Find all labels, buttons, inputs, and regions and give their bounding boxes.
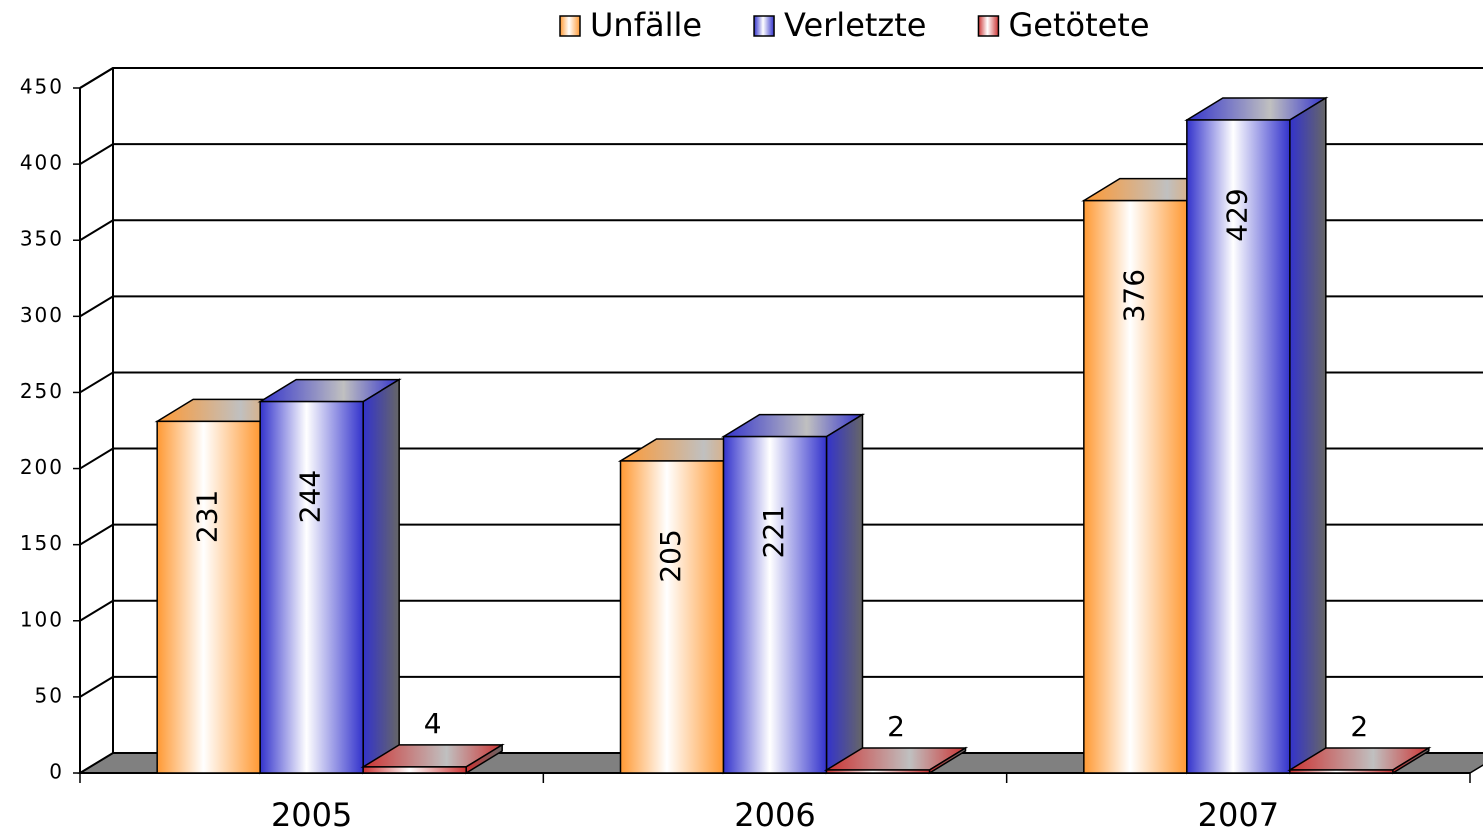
bar — [722, 435, 828, 774]
value-label: 2 — [887, 710, 905, 743]
y-tick-label: 250 — [20, 379, 64, 403]
legend-swatch — [559, 15, 581, 37]
value-label: 231 — [191, 490, 224, 543]
value-label: 221 — [757, 505, 790, 558]
y-tick-label: 400 — [20, 151, 64, 175]
bar — [1186, 119, 1291, 774]
bar-side — [825, 413, 864, 775]
value-label: 376 — [1117, 269, 1150, 322]
value-label: 429 — [1220, 188, 1253, 241]
legend-label: Verletzte — [784, 6, 926, 44]
x-tick-label: 2006 — [734, 796, 815, 832]
bar-side — [362, 378, 400, 775]
wall-edge — [79, 67, 114, 89]
bar — [825, 769, 931, 774]
bar — [156, 420, 261, 774]
bar — [1289, 769, 1394, 774]
bar — [259, 400, 364, 774]
y-tick-label: 450 — [20, 75, 64, 99]
y-tick-label: 300 — [20, 303, 64, 327]
value-label: 4 — [424, 707, 442, 740]
y-tick-label: 0 — [49, 760, 64, 784]
grid-line — [79, 67, 1483, 89]
value-label: 2 — [1350, 710, 1368, 743]
bar-side — [1289, 96, 1327, 775]
value-label: 244 — [294, 470, 327, 523]
legend-swatch — [753, 15, 775, 37]
value-label: 205 — [654, 529, 687, 582]
bar — [362, 766, 467, 774]
y-tick-label: 200 — [20, 455, 64, 479]
x-tick-label: 2007 — [1198, 796, 1279, 832]
bar — [1083, 199, 1188, 774]
legend-label: Unfälle — [590, 6, 702, 44]
bar — [619, 460, 725, 774]
y-tick-label: 100 — [20, 607, 64, 631]
legend-swatch — [977, 15, 1000, 37]
y-tick-label: 350 — [20, 227, 64, 251]
y-tick-label: 50 — [35, 683, 64, 707]
legend-label: Getötete — [1008, 6, 1149, 44]
y-tick-label: 150 — [20, 531, 64, 555]
x-tick-label: 2005 — [271, 796, 352, 832]
